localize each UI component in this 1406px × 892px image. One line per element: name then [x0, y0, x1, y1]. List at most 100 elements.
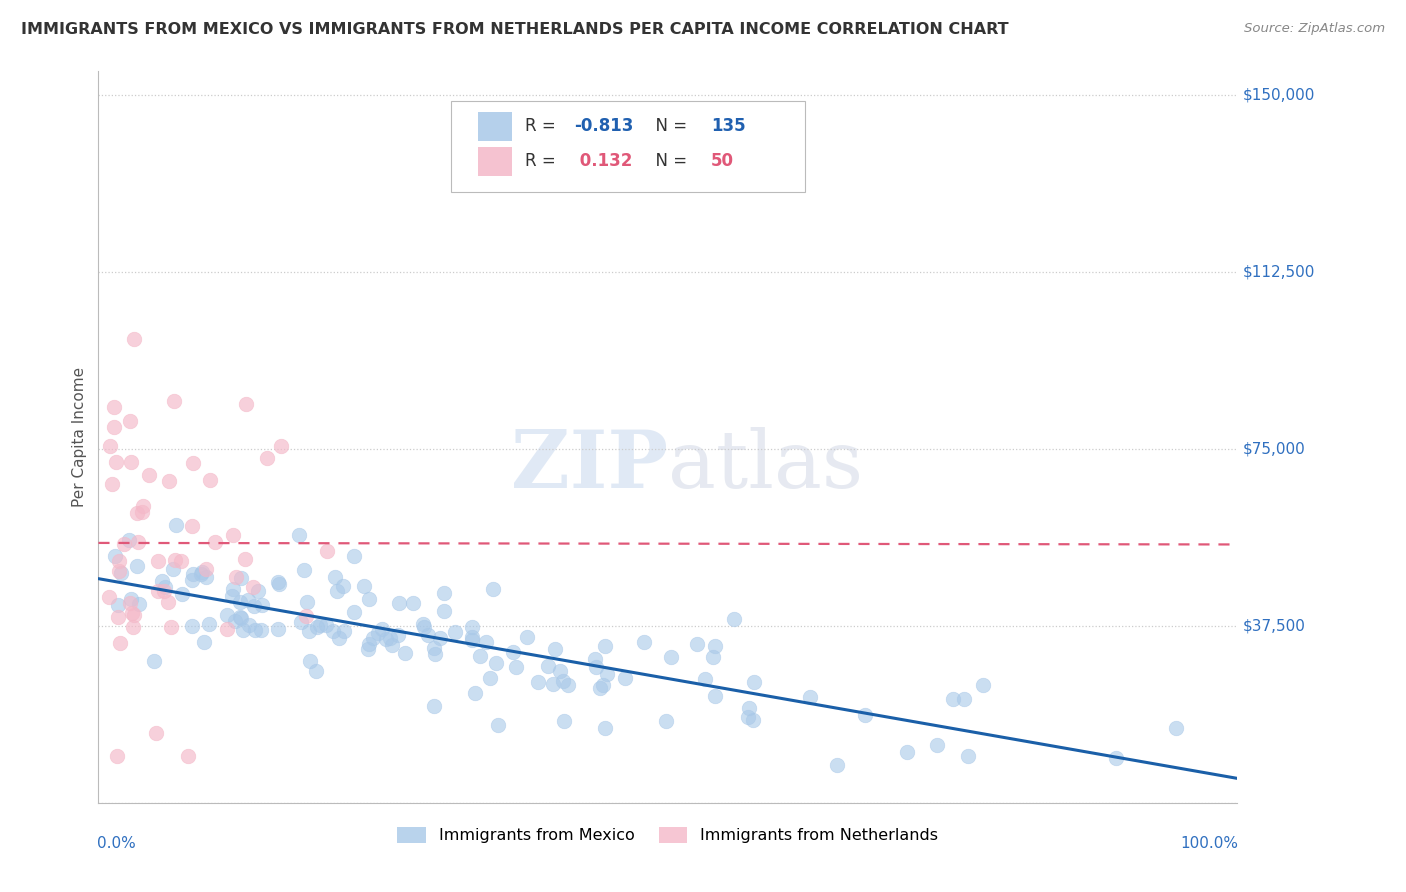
Point [723, 612, 745, 626]
Point [394, 647, 416, 661]
Point [412, 616, 434, 631]
Point [190, 567, 212, 582]
Point [252, 598, 274, 612]
Point [229, 571, 252, 585]
Point [654, 714, 676, 728]
Point [217, 607, 239, 622]
Point [799, 690, 821, 704]
Point [142, 654, 165, 668]
Point [222, 528, 245, 542]
Text: $37,500: $37,500 [1243, 618, 1306, 633]
Point [704, 689, 727, 703]
Point [527, 675, 550, 690]
Point [595, 667, 617, 681]
Point [853, 707, 876, 722]
FancyBboxPatch shape [478, 146, 512, 176]
Point [222, 582, 245, 596]
Point [742, 713, 765, 727]
Point [585, 660, 607, 674]
Point [236, 592, 259, 607]
Point [235, 397, 257, 411]
Point [125, 558, 148, 573]
Point [432, 586, 454, 600]
Point [1105, 751, 1128, 765]
Point [972, 678, 994, 692]
Point [108, 554, 131, 568]
Point [122, 620, 145, 634]
Point [516, 630, 538, 644]
Point [112, 536, 135, 550]
Text: ZIP: ZIP [510, 427, 668, 506]
Point [229, 610, 252, 624]
Point [238, 618, 260, 632]
Text: atlas: atlas [668, 427, 863, 506]
Point [402, 596, 425, 610]
Point [128, 597, 150, 611]
Point [120, 455, 142, 469]
Text: IMMIGRANTS FROM MEXICO VS IMMIGRANTS FROM NETHERLANDS PER CAPITA INCOME CORRELAT: IMMIGRANTS FROM MEXICO VS IMMIGRANTS FRO… [21, 22, 1008, 37]
Point [195, 562, 218, 576]
Point [103, 401, 125, 415]
Point [121, 606, 143, 620]
Point [100, 439, 122, 453]
Point [145, 726, 167, 740]
Point [110, 566, 132, 581]
Point [468, 648, 491, 663]
Point [146, 553, 169, 567]
Point [357, 637, 380, 651]
Point [104, 455, 127, 469]
Point [896, 745, 918, 759]
Point [120, 596, 142, 610]
Text: R =: R = [526, 117, 561, 136]
Point [416, 628, 439, 642]
Point [953, 692, 976, 706]
Point [118, 533, 141, 548]
Text: -0.813: -0.813 [575, 117, 634, 136]
Text: 0.0%: 0.0% [97, 836, 136, 851]
Point [704, 640, 727, 654]
Point [412, 620, 434, 634]
Point [194, 570, 217, 584]
Legend: Immigrants from Mexico, Immigrants from Netherlands: Immigrants from Mexico, Immigrants from … [391, 821, 945, 850]
Point [588, 681, 610, 695]
Point [165, 553, 187, 567]
Point [157, 595, 180, 609]
FancyBboxPatch shape [478, 112, 512, 141]
Point [388, 596, 411, 610]
Point [742, 674, 765, 689]
Point [131, 505, 153, 519]
Text: $75,000: $75,000 [1243, 442, 1306, 457]
Text: 135: 135 [711, 117, 745, 136]
Point [295, 595, 318, 609]
Point [177, 748, 200, 763]
Point [316, 544, 339, 558]
Point [702, 650, 724, 665]
Point [107, 598, 129, 612]
Point [204, 535, 226, 549]
Point [229, 595, 252, 609]
Point [127, 535, 149, 549]
Point [1164, 721, 1187, 735]
Point [583, 651, 606, 665]
Point [181, 619, 204, 633]
Point [460, 620, 482, 634]
Point [485, 656, 508, 670]
Point [229, 610, 252, 624]
Point [233, 552, 256, 566]
Point [659, 649, 682, 664]
Point [548, 665, 571, 679]
Point [925, 738, 948, 752]
Point [323, 570, 346, 584]
Point [170, 554, 193, 568]
Point [537, 658, 560, 673]
Point [367, 625, 389, 640]
FancyBboxPatch shape [451, 101, 804, 192]
Point [695, 672, 717, 686]
Point [97, 590, 120, 604]
Point [122, 607, 145, 622]
Point [374, 632, 396, 647]
Point [461, 630, 484, 644]
Point [125, 506, 148, 520]
Point [429, 631, 451, 645]
Point [315, 618, 337, 632]
